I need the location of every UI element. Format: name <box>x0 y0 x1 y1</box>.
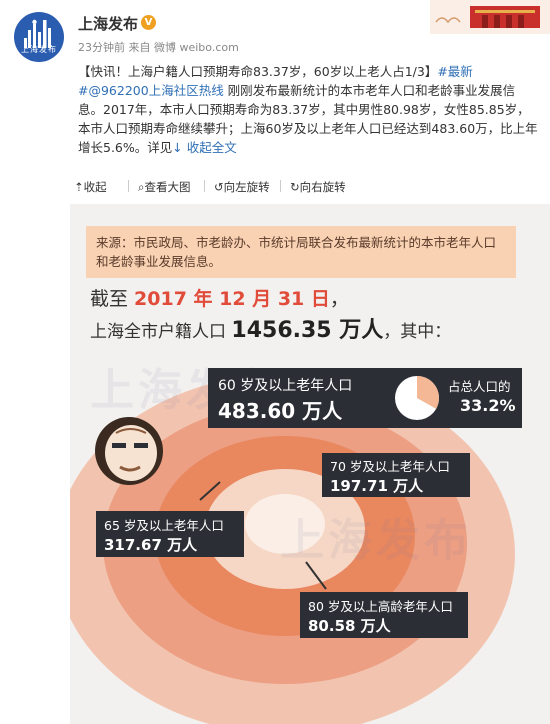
post-body: 刚刚发布最新统计的本市老年人口和老龄事业发展信息。2017年，本市人口预期寿命为… <box>78 83 538 155</box>
card-70-value: 197.71 万人 <box>330 477 424 495</box>
collapse-label: 收起 <box>83 180 107 194</box>
card-70-label: 70 岁及以上老年人口 <box>330 459 450 474</box>
population-line: 上海全市户籍人口 1456.35 万人，其中： <box>90 312 451 344</box>
view-large-button[interactable]: ⌕查看大图 <box>138 179 190 195</box>
as-of-suffix: ， <box>329 288 349 310</box>
as-of-prefix: 截至 <box>90 288 135 310</box>
search-icon: ⌕ <box>138 180 145 194</box>
share-label: 占总人口的 <box>448 379 511 394</box>
username[interactable]: 上海发布 <box>78 15 139 33</box>
source-note: 来源：市民政局、市老龄办、市统计局联合发布最新统计的本市老年人口和老龄事业发展信… <box>86 226 516 278</box>
verified-icon: V <box>141 15 156 30</box>
post-meta: 23分钟前 来自 微博 weibo.com <box>78 41 239 54</box>
share-pie-slice <box>417 376 439 409</box>
card-80-plus: 80 岁及以上高龄老年人口 80.58 万人 <box>300 592 468 638</box>
arrow-up-icon: ⇡ <box>74 180 84 194</box>
rotate-left-label: 向左旋转 <box>223 180 270 194</box>
city-skyline-icon <box>24 19 51 48</box>
population-suffix: ，其中： <box>383 322 452 342</box>
post-text: 【快讯！上海户籍人口预期寿命83.37岁，60岁以上老人占1/3】#最新#@96… <box>78 62 540 157</box>
avatar-text: 上海发布 <box>21 45 57 54</box>
population-value: 1456.35 万人 <box>231 318 384 343</box>
divider <box>280 180 281 192</box>
population-prefix: 上海全市户籍人口 <box>90 322 232 342</box>
card-65-plus: 65 岁及以上老年人口 317.67 万人 <box>96 511 244 557</box>
share-value: 33.2% <box>460 396 516 415</box>
card-60-plus: 60 岁及以上老年人口 483.60 万人 占总人口的 33.2% <box>208 368 522 428</box>
post-header: 上海发布 上海发布 V 23分钟前 来自 微博 weibo.com <box>0 0 550 62</box>
collapse-button[interactable]: ⇡收起 <box>74 179 107 195</box>
image-toolbar: ⇡收起 ⌕查看大图 ↺向左旋转 ↻向右旋转 <box>66 176 550 198</box>
infographic-image[interactable]: 上海发布 上海发布 来源：市民政局、市老龄办、市统计局联合发布最新统计的本市老年… <box>70 204 550 724</box>
rotate-right-icon: ↻ <box>290 180 300 194</box>
card-80-label: 80 岁及以上高龄老年人口 <box>308 599 453 614</box>
festive-banner-icon <box>430 0 550 34</box>
view-large-label: 查看大图 <box>144 180 191 194</box>
card-70-plus: 70 岁及以上老年人口 197.71 万人 <box>322 453 470 497</box>
rotate-right-button[interactable]: ↻向右旋转 <box>290 179 346 195</box>
as-of-date: 2017 年 12 月 31 日 <box>134 288 330 310</box>
rotate-left-button[interactable]: ↺向左旋转 <box>214 179 270 195</box>
rotate-right-label: 向右旋转 <box>299 180 346 194</box>
avatar[interactable]: 上海发布 <box>14 12 64 62</box>
card-60-value: 483.60 万人 <box>218 399 343 423</box>
card-65-value: 317.67 万人 <box>104 536 198 554</box>
card-80-value: 80.58 万人 <box>308 617 391 635</box>
as-of-line: 截至 2017 年 12 月 31 日， <box>90 284 349 311</box>
elderly-face-icon <box>95 417 163 485</box>
rotate-left-icon: ↺ <box>214 180 224 194</box>
watermark: 上海发布 <box>280 515 472 566</box>
post-headline: 【快讯！上海户籍人口预期寿命83.37岁，60岁以上老人占1/3】 <box>78 64 438 79</box>
collapse-link[interactable]: ↓ 收起全文 <box>172 140 237 155</box>
share-pie-icon <box>395 376 439 420</box>
card-65-label: 65 岁及以上老年人口 <box>104 518 224 533</box>
topic-link[interactable]: #最新# <box>78 64 473 98</box>
mention-link[interactable]: @962200上海社区热线 <box>88 83 224 98</box>
divider <box>204 180 205 192</box>
divider <box>128 180 129 192</box>
card-60-label: 60 岁及以上老年人口 <box>218 378 353 394</box>
